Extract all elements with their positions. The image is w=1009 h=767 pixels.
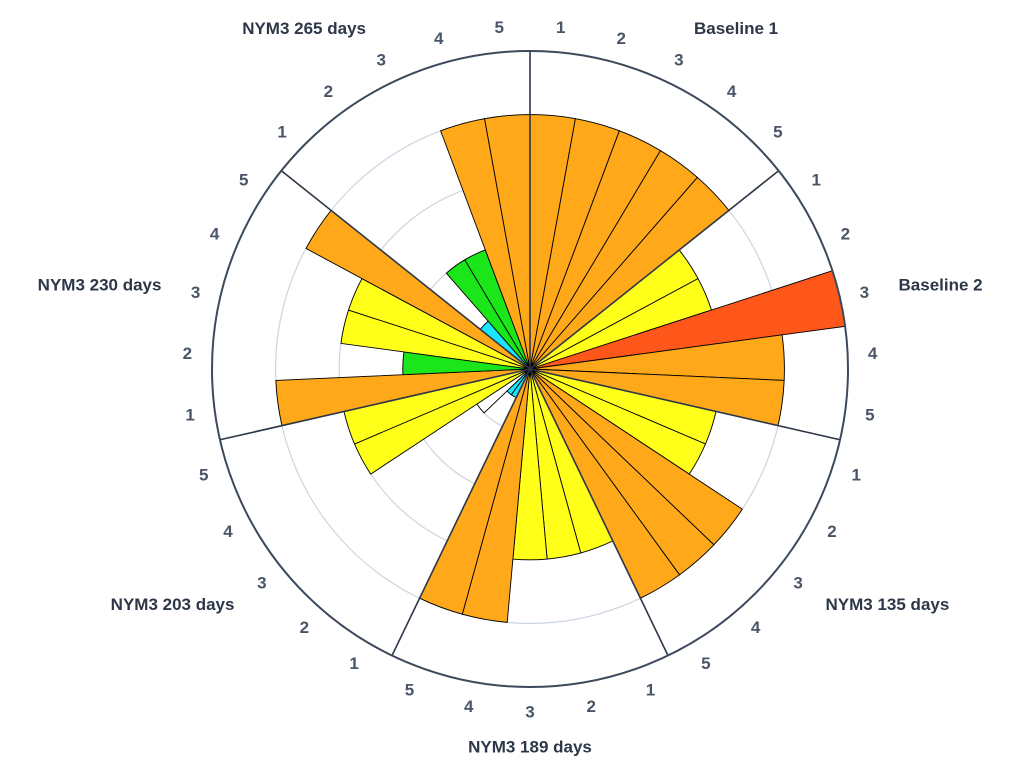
tick-label: 3 — [191, 283, 200, 302]
tick-label: 5 — [773, 122, 782, 141]
group-label-5: NYM3 203 days — [111, 595, 235, 614]
sector-divider — [529, 368, 841, 441]
group-label-4: NYM3 189 days — [468, 738, 592, 757]
tick-label: 3 — [376, 50, 385, 69]
tick-label: 4 — [434, 29, 444, 48]
tick-label: 5 — [405, 681, 414, 700]
tick-label: 3 — [674, 50, 683, 69]
tick-label: 4 — [751, 618, 761, 637]
sector-divider — [529, 368, 669, 656]
tick-label: 2 — [587, 697, 596, 716]
tick-label: 1 — [646, 681, 655, 700]
tick-label: 4 — [223, 522, 233, 541]
sector-divider — [529, 170, 780, 370]
group-label-6: NYM3 230 days — [38, 275, 162, 294]
sector-dividers — [211, 50, 849, 688]
outer-circle — [211, 50, 849, 688]
tick-label: 2 — [183, 344, 192, 363]
group-label-2: Baseline 2 — [899, 275, 983, 294]
tick-label: 5 — [239, 171, 248, 190]
group-label-7: NYM3 265 days — [242, 19, 366, 38]
tick-label: 1 — [851, 465, 860, 484]
tick-label: 2 — [300, 618, 309, 637]
tick-label: 4 — [727, 82, 737, 101]
tick-label: 1 — [349, 654, 358, 673]
sector-divider — [280, 170, 531, 370]
tick-label: 3 — [860, 283, 869, 302]
tick-label: 2 — [324, 82, 333, 101]
sector-divider — [219, 368, 531, 441]
tick-label: 1 — [812, 171, 821, 190]
tick-label: 4 — [868, 344, 878, 363]
tick-label: 3 — [793, 573, 802, 592]
group-labels: Baseline 1 Baseline 2 NYM3 135 days NYM3 18… — [38, 19, 983, 757]
tick-label: 3 — [257, 573, 266, 592]
tick-label: 4 — [464, 697, 474, 716]
sector-divider — [391, 368, 531, 656]
angular-ticks: 1 2 3 4 5 1 2 3 4 5 1 2 3 4 5 1 2 3 4 5 1 2 3 4 5 1 2 3 4 5 1 2 3 4 5 — [183, 18, 878, 722]
tick-label: 1 — [185, 406, 194, 425]
tick-label: 1 — [277, 122, 286, 141]
tick-label: 5 — [495, 18, 504, 37]
tick-label: 2 — [617, 29, 626, 48]
tick-label: 2 — [841, 225, 850, 244]
tick-label: 3 — [525, 703, 534, 722]
tick-label: 1 — [556, 18, 565, 37]
tick-label: 5 — [199, 465, 208, 484]
bars — [275, 114, 846, 623]
tick-label: 4 — [210, 225, 220, 244]
tick-label: 2 — [827, 522, 836, 541]
tick-label: 5 — [701, 654, 710, 673]
group-label-1: Baseline 1 — [694, 19, 778, 38]
tick-label: 5 — [865, 406, 874, 425]
group-label-3: NYM3 135 days — [826, 595, 950, 614]
